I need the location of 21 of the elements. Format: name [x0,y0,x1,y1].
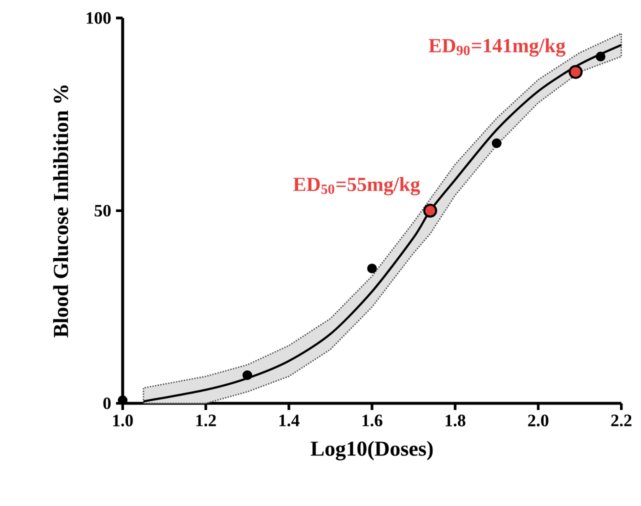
x-tick-label: 2.0 [528,414,548,426]
annotation: ED$_{50}$=55mg/kg [293,177,420,196]
y-tick-label: 50 [94,204,111,217]
x-tick-label: 1.0 [113,414,133,426]
y-axis-title: Blood Glucose Inhibition % [53,86,68,338]
point [423,204,438,218]
x-tick-label: 1.2 [196,414,216,426]
point [367,264,377,274]
point [568,64,583,79]
point [242,370,252,380]
point [492,138,502,148]
point [596,52,606,62]
x-tick-label: 1.8 [446,414,466,426]
x-tick-label: 1.6 [362,414,382,426]
point [118,395,128,406]
annotation: ED$_{90}$=141mg/kg [428,38,566,57]
y-tick-label: 0 [103,397,111,410]
y-tick-label: 100 [86,12,111,24]
x-tick-label: 2.2 [611,414,632,426]
x-axis-title: Log10(Doses) [310,440,433,460]
x-tick-label: 1.4 [279,414,300,426]
